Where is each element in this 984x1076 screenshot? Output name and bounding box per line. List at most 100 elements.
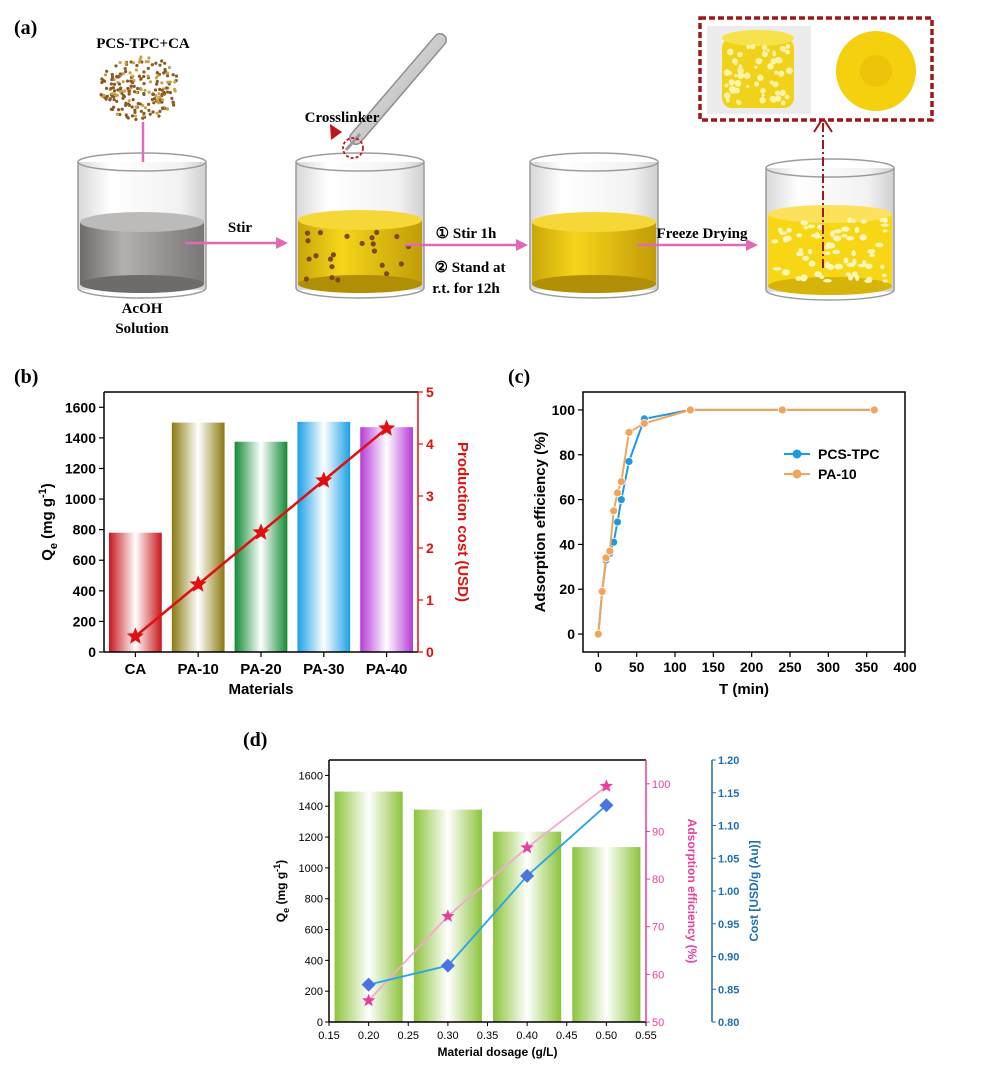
y-tick-label: 60 [559,492,575,508]
cost-star-marker [315,471,333,488]
x-tick-label: 0.20 [358,1030,379,1042]
particle [163,69,167,73]
acoh-solution-label: Solution [115,321,169,337]
pore [833,235,842,242]
particle [168,91,172,95]
pore [755,57,763,65]
y-tick-label: 1600 [299,770,323,782]
particle [120,107,124,111]
point-PA-10 [616,477,626,487]
pore [772,52,777,57]
panel-c-chart: (c) 0 50 100 150 200 250 300 350 400 0 20 40 60 80 100… [508,366,917,698]
y3-tick-label: 0.90 [718,952,739,964]
y-tick-label: 1000 [65,491,96,507]
pore [767,63,774,70]
panel-a-schematic: (a) PCS-TPC+CA AcOH Solution Stir [14,16,934,337]
pore [772,267,782,271]
particle [157,92,161,96]
particle-dot [329,274,335,281]
x-tick-label: PA-30 [303,661,344,678]
particle [146,102,151,107]
beaker-crosslinking [295,152,425,299]
particle-dot [384,271,390,277]
y-title-part: (mg g [274,872,288,908]
particle-dot [394,233,400,240]
cost-star-marker [252,523,270,540]
pore [875,242,884,248]
particle-dot [370,241,376,247]
particle [110,94,114,98]
particle [110,92,114,96]
particle [110,72,114,77]
pore [807,248,813,255]
pore [728,79,735,86]
pore [855,274,860,281]
particle [113,92,117,97]
y-tick-label: 800 [73,522,97,538]
pore [785,49,791,55]
y-tick-label: 0 [317,1017,323,1029]
y-tick-label: 1600 [65,399,96,415]
y2-tick-label: 80 [652,874,664,886]
pore [729,87,737,94]
y-title-part: -1 [37,488,49,498]
x-tick-label: 0.45 [556,1030,577,1042]
particle [123,66,127,71]
cost-star-marker [189,575,207,592]
particle-dot [327,256,334,262]
particle [116,88,120,92]
particle [132,90,137,94]
pore [819,275,825,279]
y2-tick-label: 1 [426,592,434,608]
y2-tick-label: 0 [426,644,434,660]
pore [832,249,841,255]
pore [851,250,856,257]
particle-dot [359,240,365,247]
particle [102,93,106,97]
reaction-arrowhead [516,239,528,251]
particle [165,71,170,75]
particle [133,114,138,118]
particle [110,75,115,79]
particle [143,88,147,92]
y-tick-label: 200 [73,613,97,629]
pore [786,67,793,75]
particle [115,74,119,79]
y-tick-label: 600 [73,552,97,568]
x-tick-label: 350 [855,659,879,675]
pore [774,95,782,102]
particle [142,91,146,96]
x-tick-label: 0.55 [635,1030,656,1042]
cost-star-marker [378,419,396,436]
pore [779,45,786,52]
particle [138,102,142,106]
pore [779,89,786,96]
particle-dot [317,230,324,236]
particle [142,111,146,115]
point-PCS-TPC [616,495,626,504]
particle [130,105,134,109]
point-PCS-TPC [613,517,622,527]
pore [726,48,734,56]
particle [153,88,158,92]
pore [808,260,816,267]
pore [843,257,849,264]
y3-tick-label: 0.80 [718,1017,739,1029]
x-tick-label: 250 [778,659,802,675]
particle [136,86,140,91]
pore [814,271,822,278]
particle [161,106,165,110]
stand-label-1: ② Stand at [435,260,506,276]
particle-dot [344,233,350,239]
pore [761,93,765,97]
particle [142,70,146,74]
cost-star-marker [126,627,144,644]
pore [824,261,830,269]
pore [881,273,887,278]
pore [781,269,790,276]
pore [833,229,842,234]
point-PCS-TPC [624,457,634,466]
particle [139,87,143,92]
x-tick-label: 100 [663,659,687,675]
pore [754,65,758,69]
